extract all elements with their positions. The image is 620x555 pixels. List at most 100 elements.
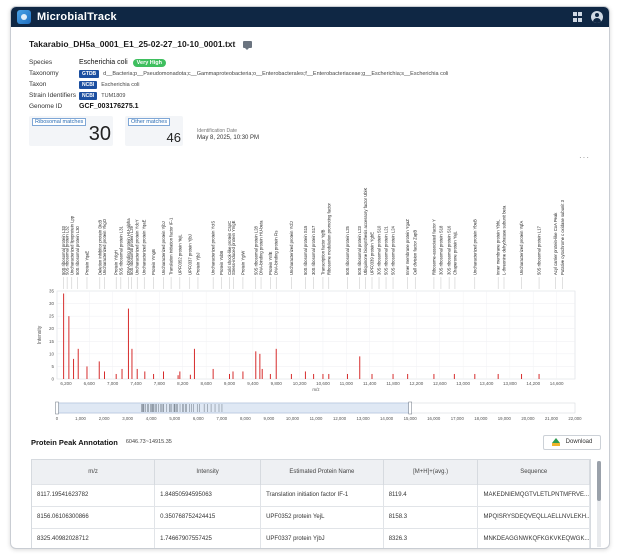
table-header-row: m/z Intensity Estimated Protein Name [M+… bbox=[32, 460, 590, 484]
overview-tick-label: 0 bbox=[56, 416, 59, 421]
peak-annotation-label: Uncharacterized protein YqaE bbox=[142, 219, 147, 275]
col-protein-name[interactable]: Estimated Protein Name bbox=[260, 460, 384, 484]
mass-spectrum-chart[interactable]: 0 5 10 15 20 25 30 35 6,200 6,600 7,000 7,400 7,800 8… bbox=[35, 155, 601, 425]
download-button[interactable]: Download bbox=[543, 434, 601, 450]
cell-intensity: 1.84850594595063 bbox=[154, 483, 262, 506]
overview-tick-label: 1,000 bbox=[75, 416, 86, 421]
cell-mz: 8117.19541623782 bbox=[32, 483, 156, 506]
cell-sequence: MNKDEAGGNWKQFKGKVKEQWGK... bbox=[477, 527, 590, 548]
cell-mz: 8325.40982028712 bbox=[32, 527, 156, 548]
ncbi-strain-tag: NCBI bbox=[79, 91, 98, 100]
user-menu[interactable] bbox=[591, 11, 603, 23]
cell-intensity: 0.350768752424415 bbox=[154, 505, 262, 528]
chart-menu-button[interactable]: ··· bbox=[579, 153, 590, 162]
peak-annotation-label: Ubiquinone biosynthesis accessory factor… bbox=[363, 188, 368, 275]
overview-tick-label: 10,000 bbox=[286, 416, 300, 421]
x-tick-label: 11,000 bbox=[340, 381, 354, 386]
taxon-label: Taxon bbox=[29, 81, 47, 88]
table-scrollbar[interactable] bbox=[597, 461, 601, 547]
peak-annotation-label: Protein YgiW bbox=[240, 251, 245, 275]
x-tick-label: 12,200 bbox=[410, 381, 424, 386]
peak-annotation-label: 50S ribosomal protein L29 bbox=[129, 225, 134, 275]
peak-annotation-label: UPF0337 protein YjbJ bbox=[187, 234, 192, 275]
y-axis-label: Intensity bbox=[37, 325, 43, 344]
download-icon bbox=[551, 438, 560, 446]
x-tick-label: 13,800 bbox=[503, 381, 517, 386]
taxonomy-label: Taxonomy bbox=[29, 70, 59, 77]
overview-handle-right bbox=[408, 401, 412, 415]
x-tick-label: 9,800 bbox=[271, 381, 283, 386]
x-tick-label: 10,600 bbox=[316, 381, 330, 386]
peak-annotation-label: Uncharacterized protein YqfA bbox=[519, 221, 524, 275]
genome-label: Genome ID bbox=[29, 103, 63, 110]
peak-annotation-label: Deletion inhibitor protein DicB bbox=[97, 220, 102, 275]
overview-tick-label: 3,000 bbox=[122, 416, 133, 421]
peak-annotation-label: Uncharacterized protein YcfJ bbox=[289, 221, 294, 275]
peak-annotation-label: Protein YdgH bbox=[114, 250, 119, 275]
other-matches-value: 46 bbox=[166, 130, 181, 145]
cell-protein-name: UPF0337 protein YjbJ bbox=[260, 527, 384, 548]
top-bar: MicrobialTrack bbox=[11, 7, 609, 27]
peak-annotation-label: Transcription factor YqfB bbox=[320, 229, 325, 275]
plot-area bbox=[56, 290, 576, 380]
table-row[interactable]: 8325.40982028712 1.74667907557425 UPF033… bbox=[32, 527, 590, 548]
y-tick-label: 0 bbox=[51, 377, 54, 382]
peak-annotation-label: Acyl carrier protein-like CoA Peak bbox=[553, 212, 558, 275]
peak-annotation-label: 50S ribosomal protein L31 bbox=[118, 225, 123, 275]
overview-window bbox=[56, 402, 411, 414]
comment-icon[interactable] bbox=[243, 40, 253, 50]
peak-annotation-label: UPF0339 protein YgbE bbox=[370, 232, 375, 275]
id-date-label: Identification Date bbox=[197, 128, 238, 134]
overview-tick-label: 5,000 bbox=[169, 416, 180, 421]
identification-info: Species Escherichia coli Very High Taxono… bbox=[29, 57, 448, 112]
peak-annotation-label: Stress-induced protein YmgE bbox=[231, 220, 236, 275]
annotation-header: Protein Peak Annotation 6046.73~14915.35… bbox=[31, 433, 601, 451]
col-intensity[interactable]: Intensity bbox=[154, 460, 262, 484]
overview-tick-label: 8,000 bbox=[240, 416, 251, 421]
col-mz[interactable]: m/z bbox=[32, 460, 156, 484]
table-row[interactable]: 8117.19541623782 1.84850594595063 Transl… bbox=[32, 483, 590, 506]
peak-annotation-label: Uncharacterized protein YjbJ bbox=[161, 221, 166, 275]
x-tick-label: 10,200 bbox=[293, 381, 307, 386]
peak-annotation-label: 30S ribosomal protein S18 bbox=[438, 225, 443, 275]
x-tick-label: 11,400 bbox=[363, 381, 377, 386]
col-mh-avg[interactable]: [M+H]+(avg.) bbox=[383, 460, 479, 484]
app-title: MicrobialTrack bbox=[37, 11, 117, 23]
overview-tick-label: 16,000 bbox=[427, 416, 441, 421]
overview-tick-label: 17,000 bbox=[451, 416, 465, 421]
logo-icon bbox=[17, 10, 31, 24]
x-tick-label: 7,000 bbox=[107, 381, 119, 386]
peak-annotation-label: 50S ribosomal protein S15 bbox=[303, 225, 308, 275]
peak-annotation-label: Chaperone protein YajL bbox=[452, 230, 457, 275]
peak-annotation-label: Protein YqaE bbox=[84, 251, 89, 275]
peak-table: m/z Intensity Estimated Protein Name [M+… bbox=[32, 460, 590, 548]
confidence-badge: Very High bbox=[132, 58, 167, 67]
peak-annotation-label: UPF0352 protein YejL bbox=[177, 234, 182, 275]
other-matches-card: Other matches 46 bbox=[125, 116, 183, 146]
overview-tick-label: 13,000 bbox=[357, 416, 371, 421]
x-axis-label: m/z bbox=[312, 387, 320, 392]
ribosomal-matches-card: Ribosomal matches 30 bbox=[29, 116, 113, 146]
peak-annotation-label: Uncharacterized protein YciS bbox=[211, 221, 216, 275]
peak-annotation-label: DNA-binding protein Fis bbox=[274, 231, 279, 275]
col-sequence[interactable]: Sequence bbox=[477, 460, 590, 484]
peak-table-container[interactable]: m/z Intensity Estimated Protein Name [M+… bbox=[31, 459, 591, 548]
y-tick-label: 30 bbox=[49, 301, 55, 306]
y-tick-label: 25 bbox=[49, 314, 55, 319]
overview-tick-label: 14,000 bbox=[380, 416, 394, 421]
apps-grid-icon[interactable] bbox=[571, 11, 583, 23]
overview-tick-label: 21,000 bbox=[545, 416, 559, 421]
peak-annotation-label: Ribosome modulation promoting factor bbox=[326, 202, 331, 275]
id-date-value: May 8, 2025, 10:30 PM bbox=[197, 135, 260, 141]
peak-annotation-label: 50S ribosomal protein L21 bbox=[384, 225, 389, 275]
cell-mz: 8156.06106300866 bbox=[32, 505, 156, 528]
peak-annotation-label: Cell division factor ZapB bbox=[413, 230, 418, 275]
overview-tick-label: 2,000 bbox=[99, 416, 110, 421]
scrollbar-thumb[interactable] bbox=[597, 461, 601, 501]
overview-tick-label: 22,000 bbox=[568, 416, 582, 421]
table-row[interactable]: 8156.06106300866 0.350768752424415 UPF03… bbox=[32, 505, 590, 528]
peak-annotation-label: Uncharacterized lipoprotein Lpp bbox=[69, 215, 74, 275]
overview-tick-label: 18,000 bbox=[474, 416, 488, 421]
x-tick-label: 7,400 bbox=[130, 381, 142, 386]
y-tick-label: 15 bbox=[49, 339, 55, 344]
